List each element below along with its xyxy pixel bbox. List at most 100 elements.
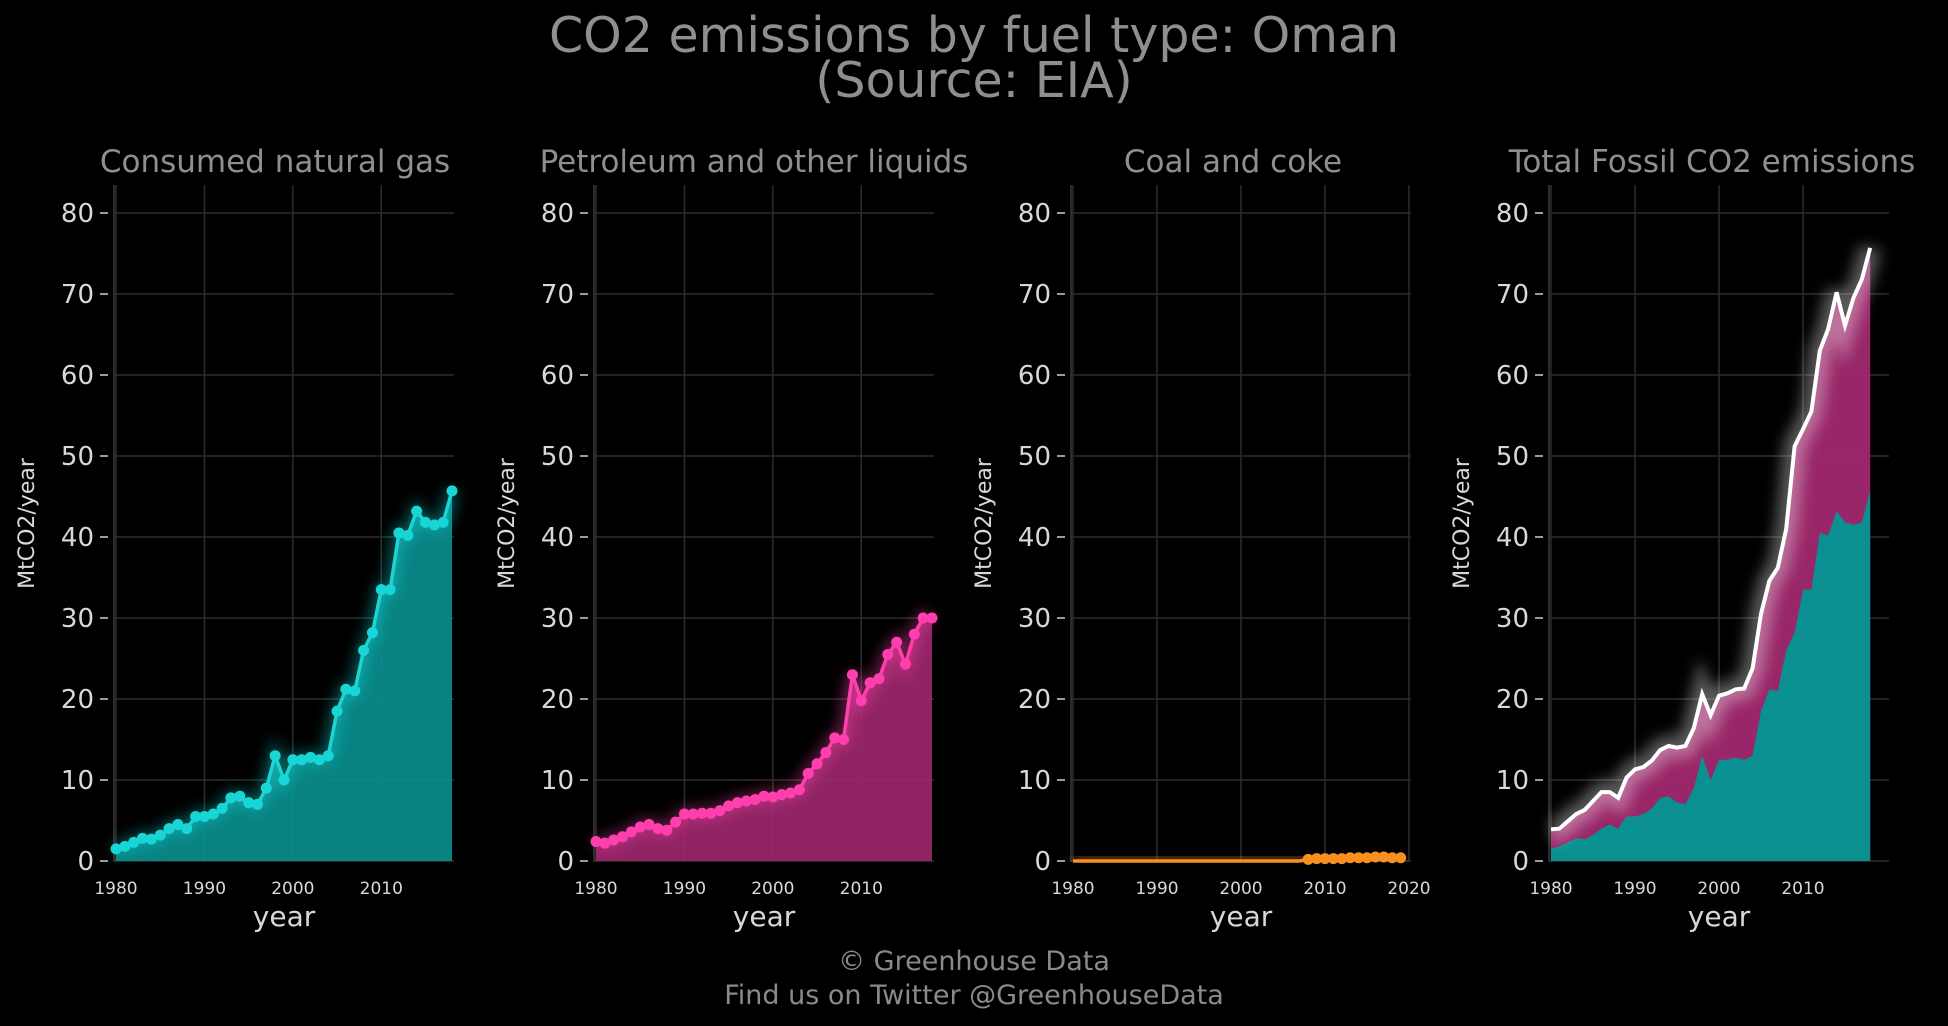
y-tick-label: 30 [61,604,94,634]
y-tick-label: 0 [77,847,94,877]
y-tick-label: 30 [1496,604,1529,634]
panel-title: Total Fossil CO2 emissions [1508,144,1916,180]
data-point [119,840,131,852]
y-tick-label: 60 [1496,361,1529,391]
data-point [1336,853,1348,865]
data-point [216,802,228,814]
data-point [190,810,202,822]
y-tick-label: 40 [61,523,94,553]
x-tick-label: 1990 [1613,879,1656,899]
data-point [758,790,770,802]
data-point [331,705,343,717]
data-point [811,758,823,770]
data-point [1319,853,1331,865]
data-point [776,789,788,801]
data-point [767,791,779,803]
data-point [882,648,894,660]
data-point [1353,852,1365,864]
data-point [278,774,290,786]
data-point [1378,851,1390,863]
data-point [1344,852,1356,864]
y-axis-label: MtCO2/year [495,457,520,589]
data-point [358,644,370,656]
data-point [855,695,867,707]
x-tick-label: 2000 [1219,879,1262,899]
y-tick-label: 10 [1496,766,1529,796]
data-point [705,807,717,819]
panel-1: 0 10 20 30 40 50 60 70 80 1980 1990 2000 2010 Consume… [15,144,458,933]
data-point [608,834,620,846]
data-point [402,529,414,541]
data-point [838,734,850,745]
x-tick-label: 2020 [1387,879,1430,899]
data-point [1327,853,1339,865]
x-tick-label: 2010 [1303,879,1346,899]
y-axis-label: MtCO2/year [1450,457,1475,589]
data-point [207,808,219,820]
data-point [846,669,858,681]
data-point [687,808,699,820]
y-tick-label: 30 [1018,604,1051,634]
y-tick-label: 0 [1512,847,1529,877]
data-point [873,673,885,685]
data-point [723,800,735,812]
x-tick-label: 1980 [94,879,137,899]
data-point [749,793,761,805]
data-point [1311,853,1323,865]
data-point [181,823,193,835]
x-axis-label: year [733,900,796,933]
x-tick-label: 2000 [271,879,314,899]
y-tick-label: 20 [1496,685,1529,715]
data-point [617,831,629,843]
x-tick-label: 1990 [183,879,226,899]
data-point [1386,852,1398,864]
data-point [1395,852,1407,864]
y-tick-label: 10 [541,766,574,796]
y-tick-label: 40 [1018,523,1051,553]
data-point [714,805,726,817]
x-tick-label: 1990 [663,879,706,899]
x-tick-label: 1980 [574,879,617,899]
data-point [908,628,920,640]
data-point [829,732,841,744]
data-point [661,824,673,836]
data-point [802,768,814,780]
data-point [172,819,184,831]
y-tick-label: 0 [1034,847,1051,877]
data-point [110,843,122,855]
data-point [599,837,611,849]
data-point [1361,852,1373,864]
footer-twitter: Find us on Twitter @GreenhouseData [724,980,1224,1011]
data-point [411,505,423,517]
data-point [366,627,378,639]
data-point [234,790,246,802]
panel-4: 0 10 20 30 40 50 60 70 80 1980 1990 2000 2010 Total F… [1450,144,1915,933]
data-point [785,787,797,799]
y-tick-label: 0 [557,847,574,877]
y-tick-label: 70 [1496,280,1529,310]
y-tick-label: 70 [1018,280,1051,310]
data-point [225,792,237,804]
y-tick-label: 70 [61,280,94,310]
y-axis-label: MtCO2/year [972,457,997,589]
data-point [419,516,431,528]
data-point [428,519,440,531]
y-tick-label: 70 [541,280,574,310]
data-point [446,485,458,497]
footer-copyright: © Greenhouse Data [838,946,1110,977]
y-tick-label: 30 [541,604,574,634]
x-axis-label: year [1210,900,1273,933]
data-point [349,685,361,697]
data-point [137,832,149,844]
data-point [243,797,255,809]
y-tick-label: 50 [541,442,574,472]
data-point [437,516,449,528]
figure-title: CO2 emissions by fuel type: Oman [548,7,1400,64]
x-tick-label: 2010 [360,879,403,899]
data-point [260,782,272,794]
data-point [899,658,911,670]
y-tick-label: 60 [541,361,574,391]
data-point [305,751,317,763]
area-fill [116,490,452,861]
